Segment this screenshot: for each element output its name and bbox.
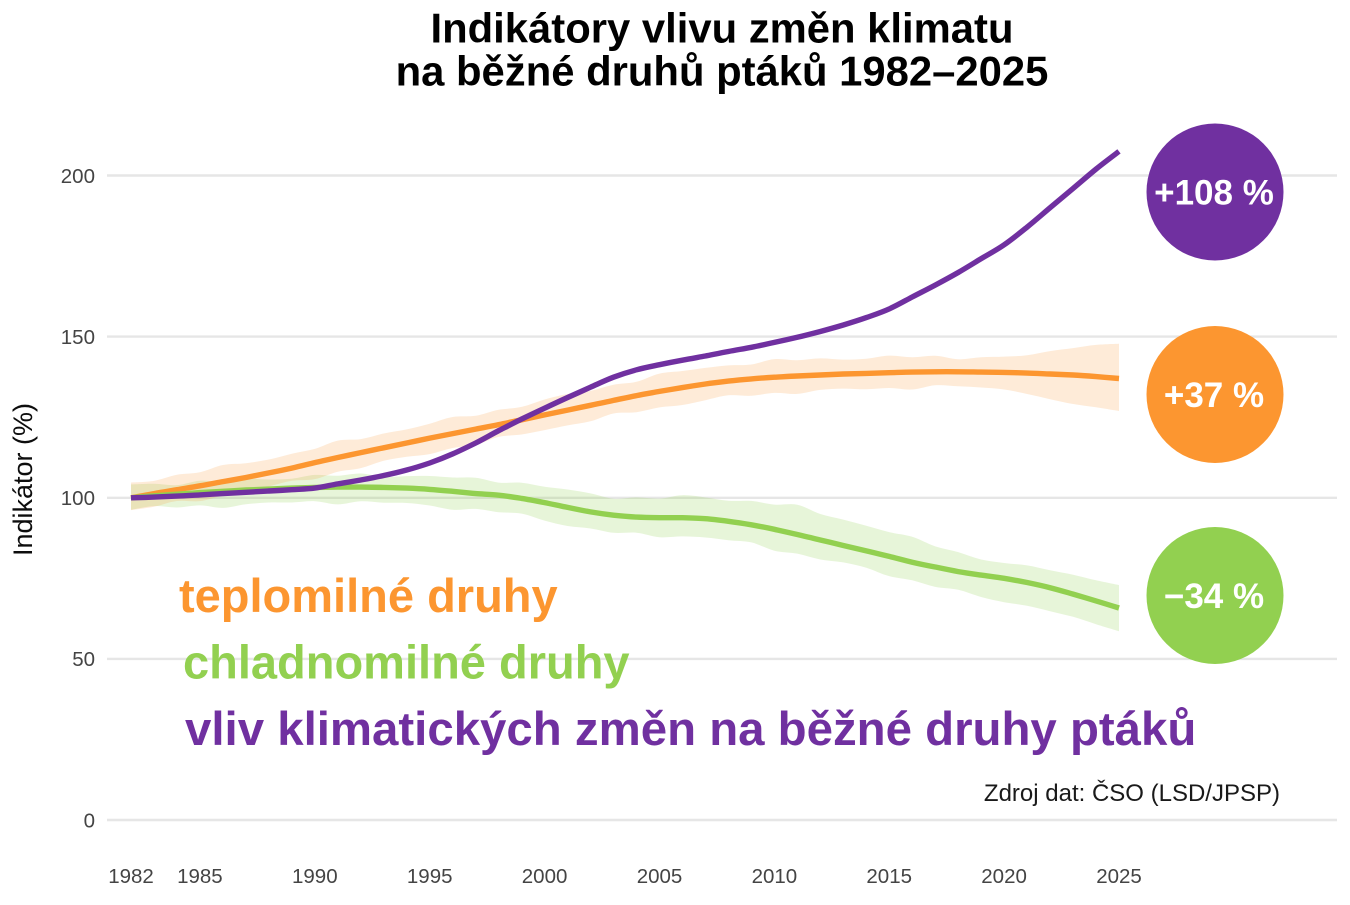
svg-text:1985: 1985 [177,865,223,888]
svg-text:na běžné druhů ptáků 1982–2025: na běžné druhů ptáků 1982–2025 [396,48,1049,95]
svg-text:teplomilné druhy: teplomilné druhy [179,569,558,622]
svg-text:Indikátory vlivu změn klimatu: Indikátory vlivu změn klimatu [431,5,1014,52]
svg-text:Zdroj dat: ČSO (LSD/JPSP): Zdroj dat: ČSO (LSD/JPSP) [984,779,1280,807]
svg-text:150: 150 [61,326,95,349]
svg-text:2005: 2005 [637,865,683,888]
svg-text:2010: 2010 [752,865,798,888]
svg-text:−34 %: −34 % [1164,577,1264,616]
svg-text:200: 200 [61,165,95,188]
svg-text:2015: 2015 [866,865,912,888]
svg-text:1995: 1995 [407,865,453,888]
svg-text:100: 100 [61,487,95,510]
svg-text:+37 %: +37 % [1164,376,1264,415]
svg-text:+108 %: +108 % [1154,173,1274,212]
svg-text:1982: 1982 [108,865,154,888]
svg-text:1990: 1990 [292,865,338,888]
svg-text:Indikátor (%): Indikátor (%) [8,403,38,556]
svg-text:0: 0 [84,809,95,832]
svg-text:2000: 2000 [522,865,568,888]
svg-text:chladnomilné druhy: chladnomilné druhy [183,636,630,689]
svg-text:2025: 2025 [1096,865,1142,888]
svg-text:vliv klimatických změn na běžn: vliv klimatických změn na běžné druhy pt… [185,703,1196,756]
svg-text:2020: 2020 [981,865,1027,888]
svg-text:50: 50 [72,648,95,671]
